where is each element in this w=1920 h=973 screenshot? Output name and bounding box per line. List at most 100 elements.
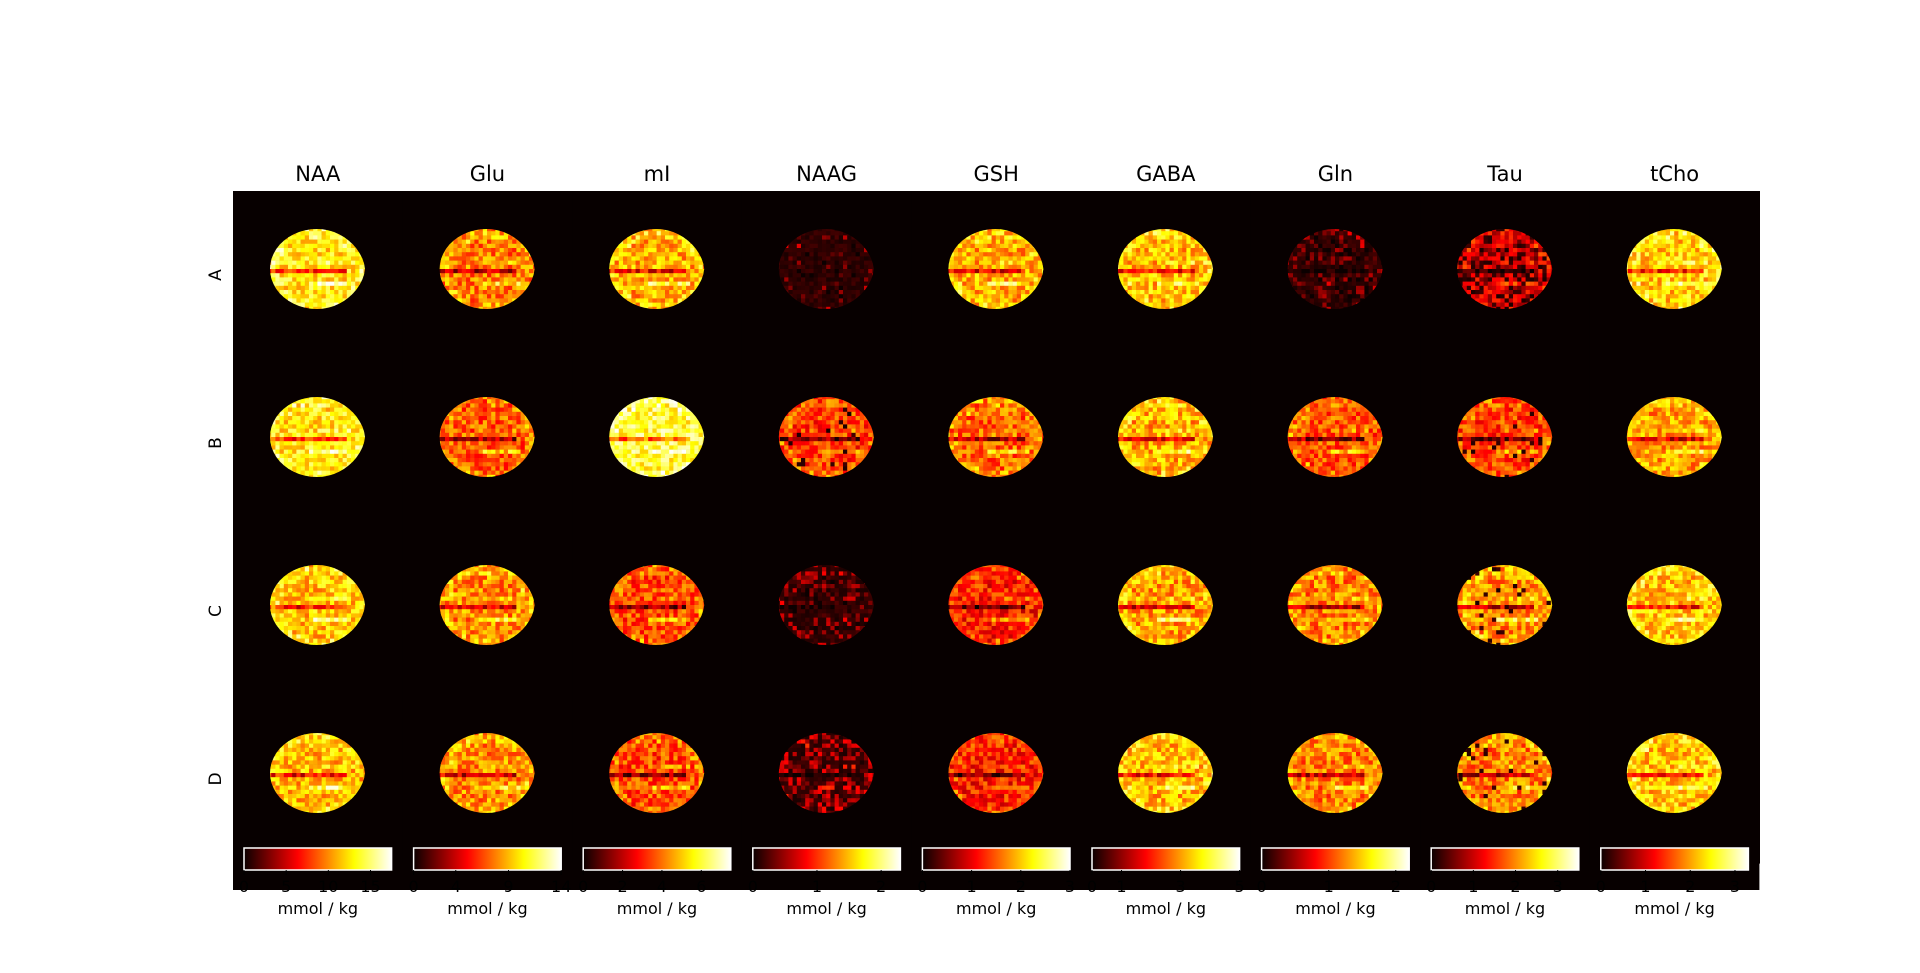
brain-map	[778, 229, 874, 309]
colorbar-tick-label: 4	[657, 877, 667, 896]
colorbar-tick-label: 1	[967, 877, 977, 896]
brain-map	[609, 397, 705, 477]
colorbar-unit-label: mmol / kg	[617, 899, 697, 918]
colorbar-gradient	[921, 847, 1071, 871]
map-panel-glu-b	[402, 359, 573, 528]
map-panel-mi-b	[572, 359, 743, 528]
colorbar-tick-label: 0	[1257, 877, 1267, 896]
map-panel-naag-c	[741, 527, 912, 696]
colorbar-tick-label: 0	[748, 877, 758, 896]
column-title-gsh: GSH	[973, 162, 1018, 186]
colorbar-tick-label: 0	[917, 877, 927, 896]
colorbar-unit-label: mmol / kg	[1634, 899, 1714, 918]
brain-map	[1457, 229, 1553, 309]
colorbar-tick-label: 6	[696, 877, 706, 896]
colorbar-tick-label: 5	[281, 877, 291, 896]
map-panel-gsh-d	[911, 695, 1082, 864]
colorbar-unit-label: mmol / kg	[447, 899, 527, 918]
column-titles: NAA Glu mI NAAG GSH GABA Gln Tau tCho	[295, 162, 1699, 186]
colorbar-tick-label: 0	[239, 877, 249, 896]
column-title-naag: NAAG	[796, 162, 857, 186]
map-panel-tcho-a	[1589, 191, 1760, 360]
map-panel-glu-c	[402, 527, 573, 696]
map-panel-tau-c	[1420, 527, 1591, 696]
colorbar-unit-label: mmol / kg	[786, 899, 866, 918]
colorbar-tick-label: 2	[618, 877, 628, 896]
column-title-gaba: GABA	[1136, 162, 1196, 186]
colorbar-unit-label: mmol / kg	[1465, 899, 1545, 918]
colorbar-unit-label: mmol / kg	[1295, 899, 1375, 918]
colorbar-tick-label: 3	[1553, 877, 1563, 896]
colorbar-unit-label: mmol / kg	[1126, 899, 1206, 918]
brain-map	[270, 733, 365, 813]
row-label-b: B	[206, 437, 226, 449]
map-panel-mi-a	[572, 191, 743, 360]
colorbar-glu: 0 4 9 14 mmol / kg	[409, 847, 571, 918]
colorbar-tick-label: 0	[1596, 877, 1606, 896]
map-panel-tcho-d	[1589, 695, 1760, 864]
map-panel-gln-d	[1250, 695, 1421, 864]
column-title-glu: Glu	[470, 162, 505, 186]
colorbar-tick-label: 2	[1016, 877, 1026, 896]
panel-grid	[233, 191, 1760, 864]
map-panel-tcho-c	[1589, 527, 1760, 696]
brain-map	[1118, 229, 1213, 309]
map-panel-naa-b	[233, 359, 404, 528]
row-label-a: A	[206, 269, 226, 281]
colorbar-tick-label: 0	[1426, 877, 1436, 896]
colorbar-tick-label: 5	[1235, 877, 1245, 896]
colorbar-tick-label: 0	[1087, 877, 1097, 896]
colorbar-tick-label: 0	[578, 877, 588, 896]
row-labels: A B C D	[206, 269, 226, 786]
map-panel-naag-a	[741, 191, 912, 360]
colorbar-tick-label: 2	[1685, 877, 1695, 896]
colorbar-gsh: 0 1 2 3 mmol / kg	[917, 847, 1075, 918]
colorbar-tick-label: 9	[503, 877, 513, 896]
map-panel-gln-a	[1250, 191, 1421, 360]
colorbar-tick-label: 1	[1324, 877, 1334, 896]
colorbar-unit-label: mmol / kg	[956, 899, 1036, 918]
colorbar-tick-label: 3	[1176, 877, 1186, 896]
colorbar-tau: 0 1 2 3 mmol / kg	[1426, 847, 1580, 918]
colorbar-tick-label: 2	[876, 877, 886, 896]
map-panel-gaba-b	[1081, 359, 1252, 528]
colorbar-tick-label: 15	[360, 877, 380, 896]
colorbar-tick-label: 1	[1468, 877, 1478, 896]
colorbar-tick-label: 14	[551, 877, 571, 896]
map-panel-mi-d	[572, 695, 743, 864]
map-panel-glu-a	[402, 191, 573, 360]
map-panel-gsh-a	[911, 191, 1082, 360]
map-panel-tau-a	[1420, 191, 1591, 360]
column-title-mi: mI	[644, 162, 671, 186]
colorbar-tick-label: 1	[812, 877, 822, 896]
map-panel-tcho-b	[1589, 359, 1760, 528]
map-panel-gln-b	[1250, 359, 1421, 528]
colorbar-gradient	[1260, 847, 1410, 871]
colorbar-gradient	[1091, 847, 1241, 871]
colorbar-gradient	[752, 847, 902, 871]
column-title-gln: Gln	[1318, 162, 1353, 186]
map-panel-mi-c	[572, 527, 743, 696]
colorbar-tcho: 0 1 2 3 mmol / kg	[1596, 847, 1750, 918]
map-panel-gaba-a	[1081, 191, 1252, 360]
column-title-tau: Tau	[1486, 162, 1523, 186]
colorbar-tick-label: 1	[1116, 877, 1126, 896]
colorbar-tick-label: 2	[1510, 877, 1520, 896]
colorbar-tick-label: 3	[1730, 877, 1740, 896]
colorbar-unit-label: mmol / kg	[278, 899, 358, 918]
map-panel-naag-d	[741, 695, 912, 864]
map-panel-glu-d	[402, 695, 573, 864]
colorbar-tick-label: 3	[1065, 877, 1075, 896]
map-panel-tau-d	[1420, 695, 1591, 864]
colorbar-gradient	[243, 847, 393, 871]
colorbar-gradient	[412, 847, 562, 871]
colorbar-mi: 0 2 4 6 mmol / kg	[578, 847, 732, 918]
map-panel-gaba-d	[1081, 695, 1252, 864]
colorbar-tick-label: 0	[409, 877, 419, 896]
colorbar-gradient	[582, 847, 732, 871]
map-panel-naa-a	[233, 191, 404, 360]
colorbar-gaba: 0 1 3 5 mmol / kg	[1087, 847, 1245, 918]
